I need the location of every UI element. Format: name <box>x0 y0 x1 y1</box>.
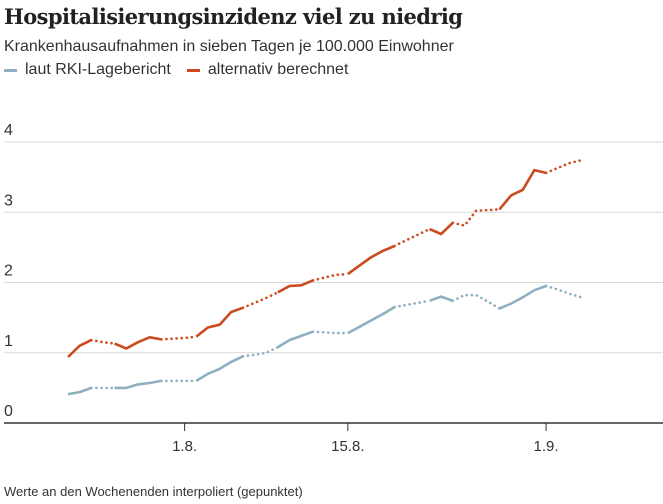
chart-title: Hospitalisierungsinzidenz viel zu niedri… <box>4 4 463 29</box>
series-0-dotted-segment-9 <box>393 299 431 309</box>
y-tick-label-4: 4 <box>4 122 13 139</box>
series-1-dotted-segment-5 <box>241 291 280 310</box>
series-0 <box>67 284 583 396</box>
series-0-dotted-segment-5 <box>241 345 280 358</box>
legend-label-alt: alternativ berechnet <box>207 61 349 78</box>
legend-label-rki: laut RKI-Lagebericht <box>25 61 171 78</box>
y-tick-label-0: 0 <box>4 403 13 420</box>
x-axis: 1.8. 15.8. 1.9. <box>4 422 663 455</box>
x-tick-label-1: 15.8. <box>331 438 364 455</box>
line-chart: 0 1 2 3 4 1.8. 15.8. 1.9. <box>4 122 663 455</box>
legend-item-rki: laut RKI-Lagebericht <box>4 61 171 79</box>
series-0-solid-segment-0 <box>67 386 92 396</box>
chart-subtitle: Krankenhausaufnahmen in sieben Tagen je … <box>4 38 454 55</box>
legend: laut RKI-Lagebericht alternativ berechne… <box>4 61 364 79</box>
series-1-solid-segment-10 <box>428 221 454 236</box>
series-1-solid-segment-2 <box>114 336 162 350</box>
x-tick-label-2: 1.9. <box>534 438 559 455</box>
series-0-dotted-segment-11 <box>451 293 501 310</box>
gridlines <box>4 141 663 354</box>
series-1-dotted-segment-1 <box>90 338 116 345</box>
y-tick-label-1: 1 <box>4 333 13 350</box>
series-0-solid-segment-10 <box>429 295 454 303</box>
series-1 <box>67 159 583 358</box>
series-1-solid-segment-6 <box>277 279 314 294</box>
series-1-dotted-segment-9 <box>393 227 431 248</box>
legend-swatch-alt <box>186 68 200 72</box>
legend-item-alt: alternativ berechnet <box>186 61 349 79</box>
series-0-solid-segment-8 <box>347 305 396 335</box>
series-1-dotted-segment-13 <box>544 159 583 175</box>
footnote: Werte an den Wochenenden interpoliert (g… <box>4 484 303 499</box>
series-1-dotted-segment-11 <box>451 208 501 227</box>
series-0-dotted-segment-13 <box>544 284 583 299</box>
series-0-solid-segment-2 <box>114 379 162 390</box>
series-0-dotted-segment-7 <box>311 330 350 335</box>
y-axis-ticks: 0 1 2 3 4 <box>4 122 13 420</box>
series-lines <box>67 159 583 396</box>
x-tick-label-0: 1.8. <box>172 438 197 455</box>
series-0-solid-segment-6 <box>277 330 314 349</box>
series-1-solid-segment-0 <box>67 338 92 358</box>
legend-swatch-rki <box>4 68 17 72</box>
series-0-solid-segment-4 <box>195 355 244 383</box>
series-1-dotted-segment-7 <box>311 272 350 282</box>
y-tick-label-2: 2 <box>4 263 13 280</box>
series-1-dotted-segment-3 <box>160 335 198 341</box>
series-1-solid-segment-12 <box>498 168 547 211</box>
series-1-solid-segment-8 <box>347 244 396 276</box>
series-1-solid-segment-4 <box>195 306 244 338</box>
y-tick-label-3: 3 <box>4 192 13 209</box>
series-0-solid-segment-12 <box>498 284 547 310</box>
